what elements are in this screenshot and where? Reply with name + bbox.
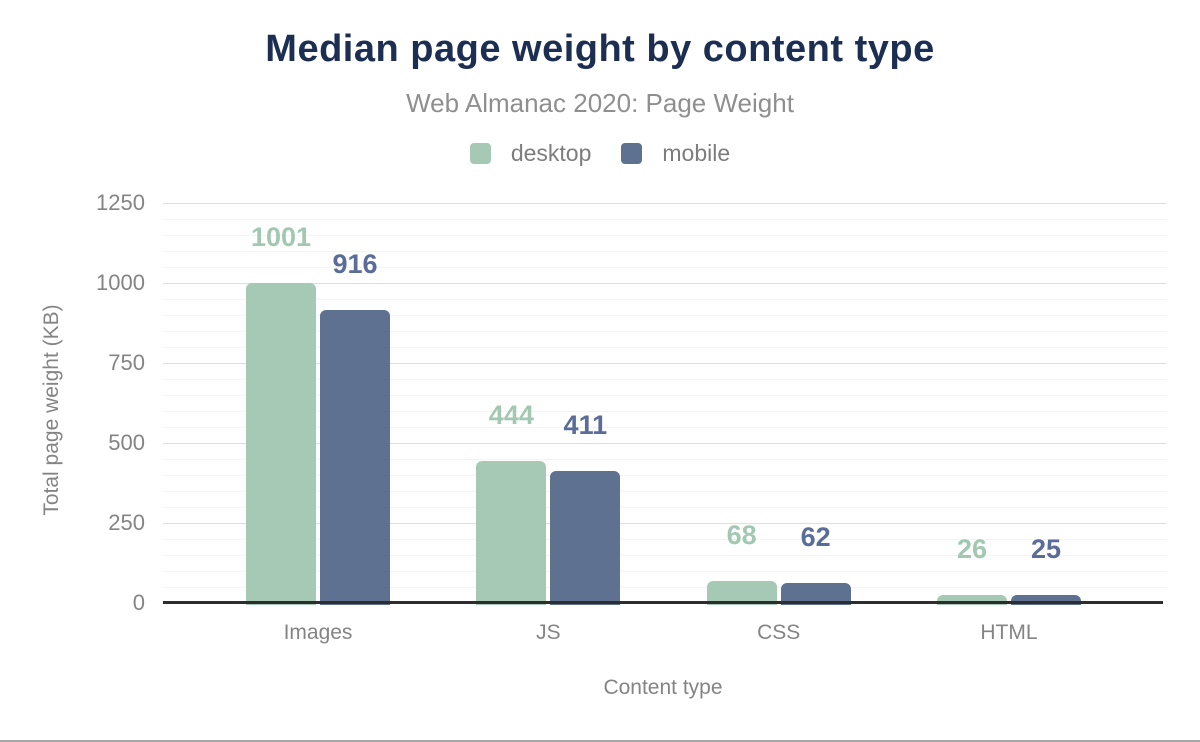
y-tick-label: 250 bbox=[108, 510, 145, 535]
gridline-minor-100 bbox=[163, 571, 1166, 572]
gridline-minor-550 bbox=[163, 427, 1166, 428]
x-tick-label-images: Images bbox=[283, 621, 353, 644]
legend-swatch-desktop bbox=[469, 143, 491, 164]
x-axis-line bbox=[163, 601, 1163, 604]
legend-item-desktop[interactable]: desktop bbox=[469, 140, 592, 167]
gridline-minor-700 bbox=[163, 379, 1166, 380]
gridline-major-250 bbox=[163, 523, 1166, 524]
gridline-minor-1150 bbox=[163, 235, 1166, 236]
gridline-minor-450 bbox=[163, 459, 1166, 460]
gridline-minor-900 bbox=[163, 315, 1166, 316]
gridline-major-1250 bbox=[163, 203, 1166, 204]
gridline-minor-1100 bbox=[163, 251, 1166, 252]
bar-desktop-images[interactable] bbox=[246, 282, 316, 605]
gridline-minor-50 bbox=[163, 587, 1166, 588]
legend-swatch-mobile bbox=[621, 143, 643, 164]
gridline-major-750 bbox=[163, 363, 1166, 364]
bar-value-label-desktop-css: 68 bbox=[726, 520, 757, 551]
gridline-minor-850 bbox=[163, 331, 1166, 332]
x-tick-label-css: CSS bbox=[757, 621, 801, 644]
legend: desktop mobile bbox=[0, 140, 1200, 167]
bar-mobile-html[interactable] bbox=[1010, 595, 1081, 605]
gridline-minor-200 bbox=[163, 539, 1166, 540]
y-tick-label: 0 bbox=[132, 590, 145, 615]
gridline-minor-600 bbox=[163, 411, 1166, 412]
y-tick-label: 750 bbox=[108, 350, 145, 375]
y-tick-label: 500 bbox=[108, 430, 145, 455]
bar-value-label-mobile-html: 25 bbox=[1030, 534, 1061, 564]
x-tick-label-html: HTML bbox=[980, 621, 1038, 644]
bar-value-label-desktop-html: 26 bbox=[956, 533, 987, 564]
bar-value-label-mobile-images: 916 bbox=[332, 248, 378, 279]
gridline-minor-150 bbox=[163, 555, 1166, 556]
gridline-minor-300 bbox=[163, 507, 1166, 508]
gridline-minor-400 bbox=[163, 475, 1166, 476]
y-axis-title: Total page weight (KB) bbox=[40, 304, 63, 516]
bar-desktop-html[interactable] bbox=[936, 594, 1007, 605]
y-tick-label: 1000 bbox=[96, 270, 145, 295]
bar-desktop-css[interactable] bbox=[706, 581, 777, 605]
x-tick-label-js: JS bbox=[536, 621, 561, 644]
bar-mobile-js[interactable] bbox=[550, 471, 621, 605]
chart-subtitle: Web Almanac 2020: Page Weight bbox=[406, 88, 794, 118]
gridline-minor-350 bbox=[163, 491, 1166, 492]
bar-value-label-mobile-css: 62 bbox=[800, 522, 831, 553]
y-tick-label: 1250 bbox=[96, 190, 145, 215]
gridline-major-500 bbox=[163, 443, 1166, 444]
legend-label-mobile: mobile bbox=[662, 140, 731, 166]
legend-label-desktop: desktop bbox=[510, 140, 592, 166]
gridline-minor-650 bbox=[163, 395, 1166, 396]
x-axis-title: Content type bbox=[603, 676, 723, 699]
bar-value-label-mobile-js: 411 bbox=[563, 410, 608, 441]
gridline-minor-950 bbox=[163, 299, 1166, 300]
bar-desktop-js[interactable] bbox=[476, 460, 547, 605]
chart-title: Median page weight by content type bbox=[265, 28, 935, 70]
bar-value-label-desktop-images: 1001 bbox=[250, 221, 312, 252]
bar-mobile-css[interactable] bbox=[780, 583, 851, 605]
gridline-major-1000 bbox=[163, 283, 1166, 284]
bar-value-label-desktop-js: 444 bbox=[488, 399, 534, 430]
gridline-minor-800 bbox=[163, 347, 1166, 348]
bar-mobile-images[interactable] bbox=[320, 309, 390, 605]
gridline-minor-1200 bbox=[163, 219, 1166, 220]
legend-item-mobile[interactable]: mobile bbox=[621, 140, 730, 167]
gridline-minor-1050 bbox=[163, 267, 1166, 268]
